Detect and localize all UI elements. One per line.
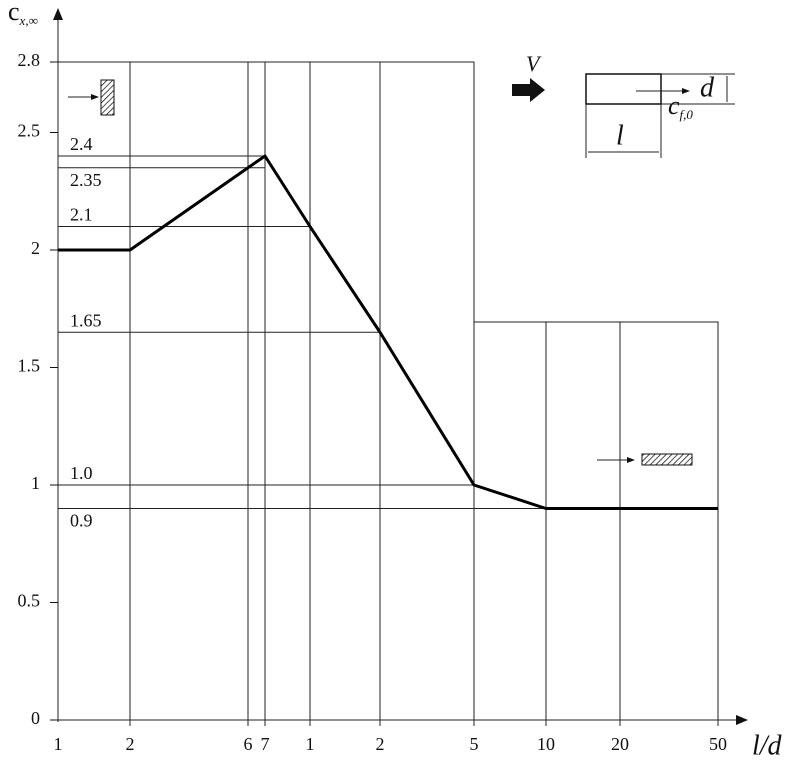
- length-label: l: [616, 120, 624, 151]
- wind-label: V: [526, 51, 542, 76]
- reference-label: 1.65: [70, 310, 102, 330]
- x-tick-label: 5: [470, 734, 479, 754]
- x-tick-label: 1: [54, 734, 63, 754]
- y-label-main: c: [8, 0, 20, 26]
- coef-sub: f,0: [680, 107, 694, 122]
- coef-label: cf,0: [668, 91, 693, 122]
- y-tick-label: 0.5: [18, 591, 41, 611]
- reference-label: 0.9: [70, 511, 93, 531]
- y-label: cx,∞: [8, 0, 38, 28]
- depth-label: d: [700, 72, 715, 103]
- coef-arrowhead: [682, 88, 690, 94]
- x-tick-label: 20: [611, 734, 629, 754]
- y-tick-label: 1: [31, 473, 40, 493]
- x-tick-label: 50: [709, 734, 727, 754]
- y-tick-label: 0: [31, 708, 40, 728]
- y-tick-label: 2.8: [18, 50, 41, 70]
- data-line: [58, 154, 718, 510]
- x-tick-label: 7: [261, 734, 270, 754]
- x-tick-label: 1: [306, 734, 315, 754]
- inset-arrowhead: [627, 457, 635, 463]
- coef-main: c: [668, 91, 680, 120]
- x-tick-label: 2: [126, 734, 135, 754]
- y-arrow: [53, 8, 63, 20]
- x-arrow: [736, 715, 748, 725]
- x-tick-label: 10: [537, 734, 555, 754]
- frame-right: [474, 321, 719, 720]
- frame-left: [58, 61, 475, 720]
- y-tick-label: 2.5: [18, 121, 41, 141]
- y-tick-label: 1.5: [18, 356, 41, 376]
- section-rect: [585, 73, 662, 105]
- x-tick-label: 2: [376, 734, 385, 754]
- inset-plate-horizontal: [641, 453, 693, 466]
- reference-label: 2.4: [70, 134, 93, 154]
- y-tick-label: 2: [31, 238, 40, 258]
- wind-arrow: [512, 78, 545, 102]
- x-label: l/d: [752, 730, 783, 761]
- reference-label: 1.0: [70, 463, 93, 483]
- reference-label: 2.1: [70, 205, 93, 225]
- x-tick-label: 6: [244, 734, 253, 754]
- inset-arrowhead: [91, 94, 99, 100]
- reference-label: 2.35: [70, 170, 102, 190]
- y-label-sub: x,∞: [19, 13, 38, 28]
- inset-plate-vertical: [100, 79, 115, 116]
